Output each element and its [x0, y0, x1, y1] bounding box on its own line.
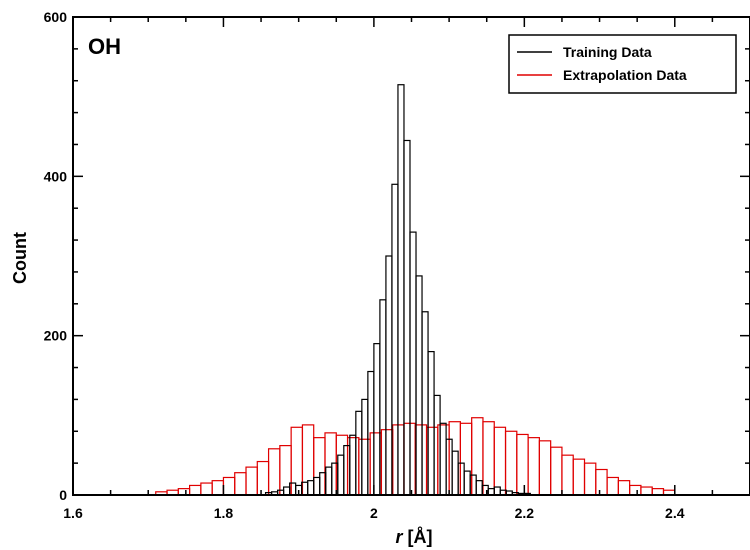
extrapolation-data-bar [222, 476, 236, 496]
training-data-bar [493, 486, 501, 496]
y-axis-title: Count [10, 232, 30, 284]
extrapolation-data-bars [155, 417, 676, 496]
training-data-bar [283, 486, 291, 496]
extrapolation-data-bar [324, 432, 337, 496]
training-data-bar [313, 476, 321, 496]
training-data-bar [361, 398, 369, 496]
legend-label-training: Training Data [563, 44, 652, 60]
extrapolation-data-bar [617, 480, 631, 496]
extrapolation-data-bar [504, 430, 518, 496]
extrapolation-data-bar [234, 472, 247, 496]
training-data-bar [337, 454, 345, 496]
extrapolation-data-bar [550, 446, 563, 496]
extrapolation-data-bar [471, 417, 484, 496]
training-data-bar [385, 255, 393, 496]
training-data-bar [469, 474, 477, 496]
extrapolation-data-bar [493, 426, 507, 496]
training-data-bar [463, 470, 471, 496]
training-data-bar [433, 394, 441, 496]
x-tick-label: 2.4 [665, 505, 685, 521]
y-tick-labels: 0 200 400 600 [44, 9, 68, 503]
extrapolation-data-bar [188, 484, 202, 496]
training-data-bar [289, 482, 297, 496]
x-tick-label: 1.6 [63, 505, 83, 521]
training-data-bars [264, 84, 531, 496]
training-data-bar [325, 466, 333, 496]
extrapolation-data-bar [572, 458, 586, 496]
x-tick-labels: 1.6 1.8 2 2.2 2.4 [63, 505, 684, 521]
extrapolation-data-bar [482, 421, 495, 496]
x-axis-title-variable: r [395, 527, 403, 547]
extrapolation-data-bar [200, 482, 213, 496]
extrapolation-data-bar [538, 440, 552, 496]
training-data-bar [403, 139, 411, 496]
training-data-bar [451, 450, 459, 496]
training-data-bar [307, 480, 315, 496]
extrapolation-data-bar [414, 424, 428, 496]
training-data-bar [349, 434, 357, 496]
training-data-bar [439, 422, 447, 496]
training-data-bar [475, 480, 483, 496]
training-data-bar [379, 299, 387, 496]
extrapolation-data-bar [267, 448, 281, 496]
extrapolation-data-bar [245, 466, 258, 496]
x-tick-label: 2 [370, 505, 378, 521]
extrapolation-data-bar [583, 462, 597, 496]
legend: Training Data Extrapolation Data [508, 34, 737, 94]
extrapolation-data-bar [606, 476, 619, 496]
extrapolation-data-bar [256, 460, 270, 496]
x-tick-label: 2.2 [515, 505, 535, 521]
extrapolation-data-bar [211, 480, 225, 496]
extrapolation-data-bar [527, 437, 540, 496]
training-data-bar [415, 275, 423, 496]
training-data-bar [427, 351, 435, 496]
x-axis-title: r [Å] [395, 527, 432, 547]
axis-ticks [72, 16, 750, 496]
y-tick-label: 200 [44, 328, 68, 344]
extrapolation-data-bar [516, 433, 529, 496]
training-data-bar [373, 343, 381, 496]
y-tick-label: 600 [44, 9, 68, 25]
extrapolation-data-bar [640, 486, 653, 496]
extrapolation-data-bar [380, 429, 394, 496]
training-data-bar [457, 462, 465, 496]
legend-label-extrapolation: Extrapolation Data [563, 67, 687, 83]
x-axis-title-unit: [Å] [403, 527, 433, 547]
y-tick-label: 0 [59, 487, 67, 503]
training-data-bar [343, 445, 351, 496]
panel-label: OH [88, 34, 121, 59]
extrapolation-data-bar [561, 454, 574, 496]
y-tick-label: 400 [44, 168, 68, 184]
legend-box [508, 34, 737, 94]
training-data-bar [421, 311, 429, 496]
extrapolation-data-bar [595, 468, 608, 496]
x-tick-label: 1.8 [214, 505, 234, 521]
extrapolation-data-bar [629, 484, 642, 496]
training-data-bar [397, 84, 405, 496]
